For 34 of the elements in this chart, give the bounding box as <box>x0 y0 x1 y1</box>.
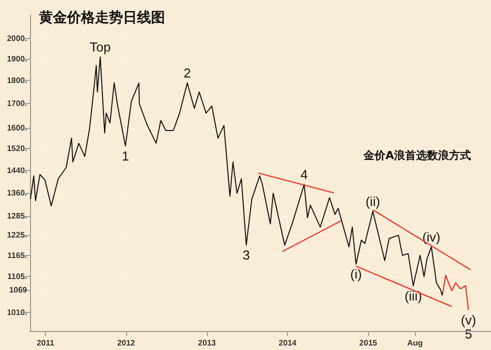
annotation: 金价A浪首选数浪方式 <box>362 149 471 162</box>
y-tick-label: 1105. <box>7 272 27 282</box>
y-tick-label: 1800. <box>6 76 27 86</box>
y-tick-label: 1069 <box>9 285 28 294</box>
y-tick-label: 1900. <box>6 54 27 64</box>
line-series <box>442 274 470 311</box>
y-tick-label: 1440. <box>6 166 27 175</box>
x-tick-label: 2013 <box>198 338 216 348</box>
x-tick-label: 2011 <box>36 338 55 348</box>
x-tick-label: 2014 <box>278 338 298 348</box>
y-tick-label: 1010. <box>6 308 27 318</box>
annotation: (ii) <box>366 194 380 209</box>
x-tick-label: 2012 <box>117 338 136 348</box>
y-tick-label: 2000. <box>6 34 27 43</box>
chart-title: 黄金价格走势日线图 <box>38 10 165 26</box>
annotation: 5 <box>464 326 472 342</box>
annotation: (v) <box>460 312 476 328</box>
annotation: 4 <box>300 166 308 182</box>
y-tick-label: 1360. <box>6 188 27 198</box>
annotation: 1 <box>122 148 130 164</box>
y-tick-label: 1285. <box>6 212 27 221</box>
y-tick-label: 1165. <box>7 250 27 260</box>
x-tick-label: 2015 <box>359 338 378 348</box>
y-tick-label: 1700. <box>6 99 27 108</box>
annotation: 3 <box>242 248 250 263</box>
y-tick-label: 1225. <box>6 230 27 240</box>
annotation: (iii) <box>404 288 422 304</box>
x-tick-label: Aug <box>407 338 423 348</box>
annotation: 2 <box>184 65 191 80</box>
annotation: (iv) <box>422 229 440 244</box>
y-tick-label: 1520. <box>6 144 27 154</box>
y-tick-label: 1600. <box>6 123 27 132</box>
annotation: (i) <box>350 266 362 282</box>
annotation: Top <box>90 39 111 54</box>
